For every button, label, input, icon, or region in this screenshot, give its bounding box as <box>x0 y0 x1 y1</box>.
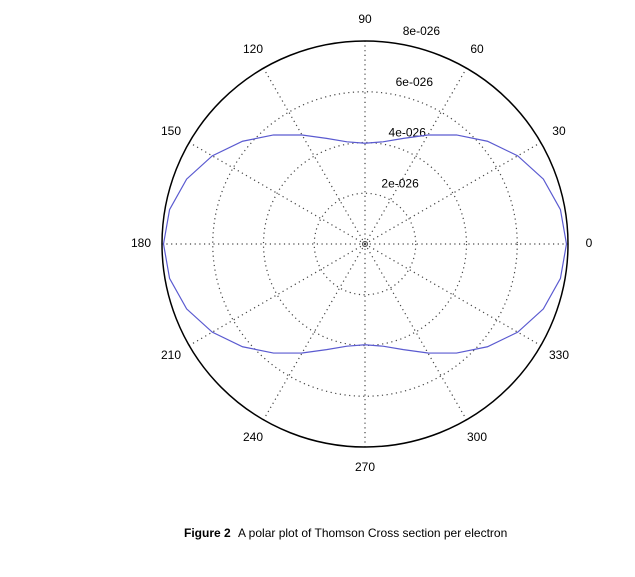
spoke-grid-line <box>364 243 542 347</box>
spoke-grid-line <box>364 141 542 245</box>
ring-grid-line <box>262 141 468 347</box>
theta-tick-label: 120 <box>243 42 263 56</box>
theta-tick-label: 240 <box>243 430 263 444</box>
theta-tick-label: 330 <box>549 348 569 362</box>
theta-tick-label: 60 <box>470 42 484 56</box>
outer-circle <box>161 40 569 448</box>
theta-tick-label: 150 <box>161 124 181 138</box>
spoke-grid-line <box>188 141 366 245</box>
theta-tick-label: 0 <box>586 236 593 250</box>
spoke-grid-line <box>262 243 366 421</box>
r-tick-label: 6e-026 <box>396 75 434 89</box>
ring-grid-line <box>313 192 417 296</box>
theta-tick-label: 270 <box>355 460 375 474</box>
spoke-grid-line <box>364 67 468 245</box>
ring-grid-line <box>212 91 518 397</box>
theta-tick-label: 90 <box>358 12 372 26</box>
r-tick-label: 2e-026 <box>381 176 419 190</box>
theta-tick-label: 300 <box>467 430 487 444</box>
theta-tick-label: 180 <box>131 236 151 250</box>
spoke-grid-line <box>364 243 468 421</box>
caption: A polar plot of Thomson Cross section pe… <box>238 526 507 540</box>
center-marker <box>362 241 368 247</box>
theta-tick-label: 30 <box>552 124 566 138</box>
theta-tick-label: 210 <box>161 348 181 362</box>
caption-label: Figure 2 <box>184 526 231 540</box>
spoke-grid-line <box>262 67 366 245</box>
r-tick-label: 8e-026 <box>403 24 441 38</box>
spoke-grid-line <box>188 243 366 347</box>
polar-line <box>162 134 568 354</box>
